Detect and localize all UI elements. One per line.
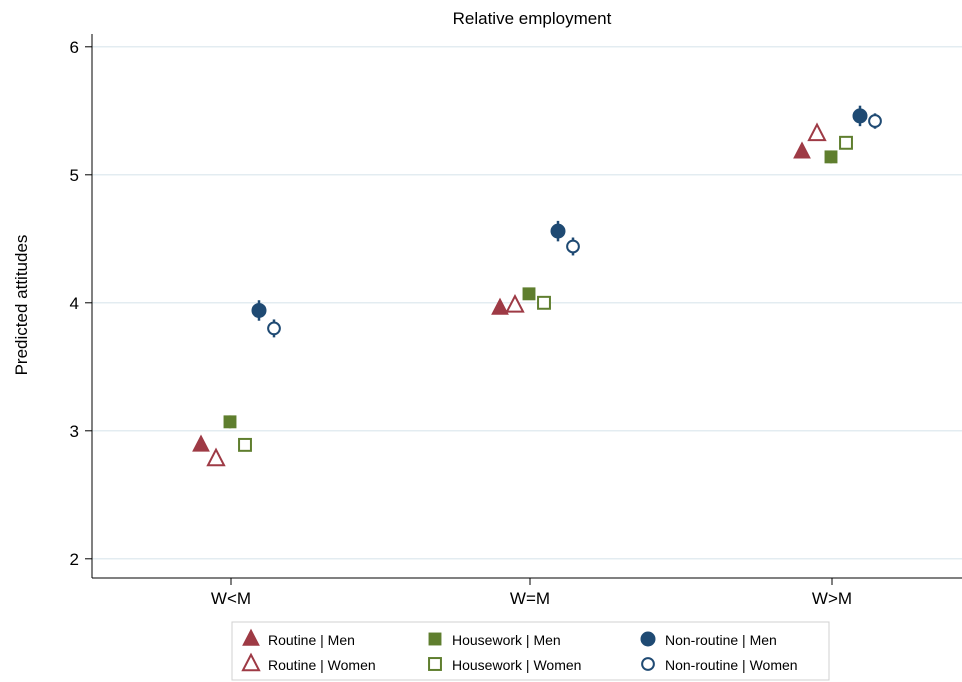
y-tick-label: 4 (70, 294, 79, 313)
legend-label: Routine | Men (268, 632, 355, 648)
legend-label: Routine | Women (268, 657, 376, 673)
legend-label: Housework | Women (452, 657, 581, 673)
data-point (839, 135, 853, 150)
x-tick-label: W<M (211, 589, 251, 608)
data-point (522, 287, 536, 301)
legend-marker (428, 657, 442, 671)
series-routine-women (206, 122, 827, 467)
data-point (807, 122, 827, 142)
data-point (206, 447, 226, 467)
grid-lines (92, 46, 962, 560)
data-point (491, 297, 509, 315)
y-tick-label: 6 (70, 38, 79, 57)
data-point (852, 108, 868, 124)
y-tick-label: 3 (70, 422, 79, 441)
y-tick-label: 2 (70, 550, 79, 569)
data-point (192, 434, 210, 452)
data-points (192, 105, 882, 467)
y-tick-label: 5 (70, 166, 79, 185)
data-point (267, 321, 281, 336)
data-point (238, 437, 252, 452)
legend-marker (641, 657, 655, 671)
series-nonroutine-women (267, 113, 882, 338)
data-point (251, 302, 267, 318)
data-point (793, 141, 811, 159)
data-point (566, 239, 580, 254)
series-nonroutine-men (251, 105, 868, 321)
y-axis-label: Predicted attitudes (12, 235, 31, 376)
legend-label: Housework | Men (452, 632, 561, 648)
x-tick-label: W=M (510, 589, 550, 608)
legend-marker (428, 632, 442, 646)
data-point (550, 223, 566, 239)
axes: 2 3 4 5 6 W<M W=M W>M (70, 34, 962, 608)
legend-marker (241, 652, 261, 672)
series-routine-men (192, 141, 811, 452)
legend-box (231, 621, 830, 681)
legend-label: Non-routine | Women (665, 657, 798, 673)
legend-marker (242, 628, 260, 646)
data-point (824, 150, 838, 164)
legend-marker (640, 631, 656, 647)
legend: Routine | Men Housework | Men Non-routine … (231, 621, 830, 681)
series-housework-women (238, 135, 853, 452)
data-point (223, 415, 237, 429)
series-housework-men (223, 150, 838, 429)
legend-label: Non-routine | Men (665, 632, 777, 648)
x-tick-label: W>M (812, 589, 852, 608)
data-point (505, 293, 525, 313)
data-point (537, 295, 551, 310)
data-point (868, 114, 882, 128)
chart-title: Relative employment (453, 9, 612, 28)
